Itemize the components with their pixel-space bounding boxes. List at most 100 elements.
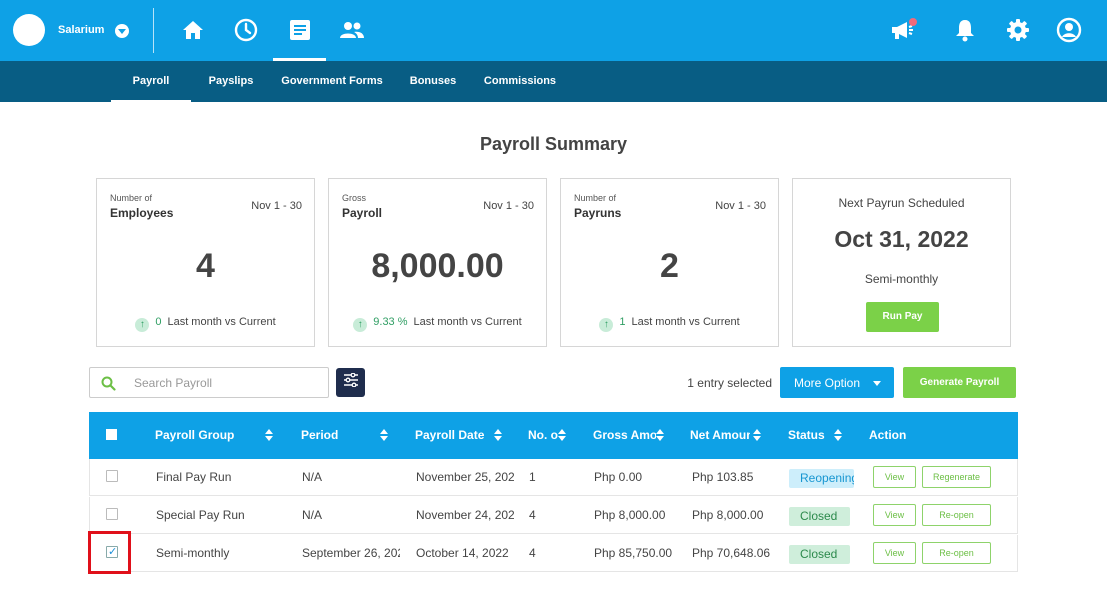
active-nav-indicator (273, 58, 326, 61)
cell-payroll-group: Special Pay Run (156, 508, 245, 522)
view-button[interactable]: View (873, 466, 916, 488)
company-name[interactable]: Salarium (58, 24, 105, 36)
people-icon[interactable] (335, 14, 369, 46)
tab-payslips[interactable]: Payslips (208, 75, 254, 87)
cell-count: 1 (529, 470, 536, 484)
sort-icon[interactable] (494, 429, 502, 442)
card-trend: ↑ 0 Last month vs Current (97, 316, 314, 332)
arrow-up-icon: ↑ (135, 318, 150, 332)
chevron-down-icon (873, 381, 881, 386)
trend-note: Last month vs Current (631, 316, 740, 328)
column-header-payroll-date[interactable]: Payroll Date (415, 428, 485, 442)
card-value: 4 (196, 247, 215, 285)
cell-net-amount: Php 103.85 (692, 470, 754, 484)
card-trend: ↑ 9.33 % Last month vs Current (329, 316, 546, 332)
regenerate-button[interactable]: Regenerate (922, 466, 991, 488)
more-option-button[interactable]: More Option (780, 367, 894, 398)
card-label: Payroll (342, 206, 383, 220)
gross-payroll-card: Gross Payroll Nov 1 - 30 8,000.00 ↑ 9.33 … (328, 178, 547, 347)
page-title: Payroll Summary (479, 134, 628, 154)
card-label: Employees (110, 206, 174, 220)
arrow-up-icon: ↑ (353, 318, 368, 332)
select-all-checkbox[interactable] (106, 429, 117, 440)
cell-period: N/A (302, 508, 323, 522)
status-badge: Closed (789, 545, 850, 564)
trend-value: 0 (155, 316, 162, 328)
document-icon[interactable] (283, 14, 317, 46)
tab-payroll[interactable]: Payroll (111, 61, 191, 102)
sort-icon[interactable] (753, 429, 761, 442)
column-header-action: Action (869, 428, 907, 442)
column-header-status[interactable]: Status (788, 428, 825, 442)
trend-note: Last month vs Current (167, 316, 276, 328)
column-header-payroll-group[interactable]: Payroll Group (155, 428, 235, 442)
card-value: 8,000.00 (371, 247, 504, 285)
cell-count: 4 (529, 508, 536, 522)
cell-net-amount: Php 8,000.00 (692, 508, 764, 522)
cell-payroll-date: October 14, 2022 (416, 546, 509, 560)
bell-icon[interactable] (948, 14, 982, 46)
top-navbar: Salarium (0, 0, 1107, 61)
sort-icon[interactable] (656, 429, 664, 442)
status-badge: Reopening (789, 469, 854, 488)
run-pay-button[interactable]: Run Pay (866, 302, 939, 332)
card-label-small: Number of (574, 193, 617, 203)
row-checkbox[interactable] (106, 470, 118, 482)
company-logo[interactable] (13, 14, 45, 46)
user-icon[interactable] (1052, 14, 1086, 46)
trend-note: Last month vs Current (413, 316, 522, 328)
sort-icon[interactable] (265, 429, 273, 442)
row-checkbox[interactable] (106, 545, 118, 558)
search-input[interactable] (134, 374, 314, 392)
card-value: 2 (660, 247, 679, 285)
home-icon[interactable] (176, 14, 210, 46)
employees-card: Number of Employees Nov 1 - 30 4 ↑ 0 Last … (96, 178, 315, 347)
tab-government-forms[interactable]: Government Forms (281, 75, 383, 87)
table-row[interactable]: Special Pay Run N/A November 24, 2022 4 … (89, 497, 1018, 534)
next-payrun-label: Next Payrun Scheduled (838, 196, 965, 210)
table-header: Payroll Group Period Payroll Date No. of… (89, 412, 1018, 459)
company-dropdown-icon[interactable] (115, 24, 129, 38)
card-label-small: Gross (342, 193, 367, 203)
tab-commissions[interactable]: Commissions (483, 75, 557, 87)
next-payrun-card: Next Payrun Scheduled Oct 31, 2022 Semi-… (792, 178, 1011, 347)
selection-highlight-box (88, 531, 131, 574)
search-box (89, 367, 329, 398)
column-header-gross-amount[interactable]: Gross Amount (593, 428, 656, 442)
column-header-period[interactable]: Period (301, 428, 339, 442)
view-button[interactable]: View (873, 504, 916, 526)
card-label: Payruns (574, 206, 622, 220)
table-row[interactable]: Final Pay Run N/A November 25, 2022 1 Ph… (89, 459, 1018, 496)
divider (153, 8, 154, 53)
column-header-net-amount[interactable]: Net Amount (690, 428, 750, 442)
clock-icon[interactable] (229, 14, 263, 46)
reopen-button[interactable]: Re-open (922, 542, 991, 564)
sort-icon[interactable] (834, 429, 842, 442)
gear-icon[interactable] (1001, 14, 1035, 46)
cell-payroll-date: November 25, 2022 (416, 470, 514, 484)
selection-count: 1 entry selected (687, 376, 772, 390)
cell-period: September 26, 2022 (302, 546, 400, 560)
view-button[interactable]: View (873, 542, 916, 564)
megaphone-icon[interactable] (886, 14, 920, 46)
reopen-button[interactable]: Re-open (922, 504, 991, 526)
sort-icon[interactable] (380, 429, 388, 442)
sort-icon[interactable] (558, 429, 566, 442)
table-row[interactable]: Semi-monthly September 26, 2022 October … (89, 535, 1018, 572)
arrow-up-icon: ↑ (599, 318, 614, 332)
next-payrun-frequency: Semi-monthly (864, 272, 939, 286)
trend-value: 9.33 % (373, 316, 408, 328)
generate-payroll-button[interactable]: Generate Payroll (903, 367, 1016, 398)
sliders-icon (343, 372, 359, 392)
next-payrun-date: Oct 31, 2022 (834, 226, 969, 252)
card-date-range: Nov 1 - 30 (483, 200, 534, 212)
cell-period: N/A (302, 470, 323, 484)
row-checkbox[interactable] (106, 508, 118, 520)
cell-payroll-group: Semi-monthly (156, 546, 230, 560)
status-badge: Closed (789, 507, 850, 526)
cell-count: 4 (529, 546, 536, 560)
cell-gross-amount: Php 85,750.00 (594, 546, 673, 560)
column-header-count[interactable]: No. of (528, 428, 558, 442)
filter-button[interactable] (336, 368, 365, 397)
tab-bonuses[interactable]: Bonuses (409, 75, 457, 87)
